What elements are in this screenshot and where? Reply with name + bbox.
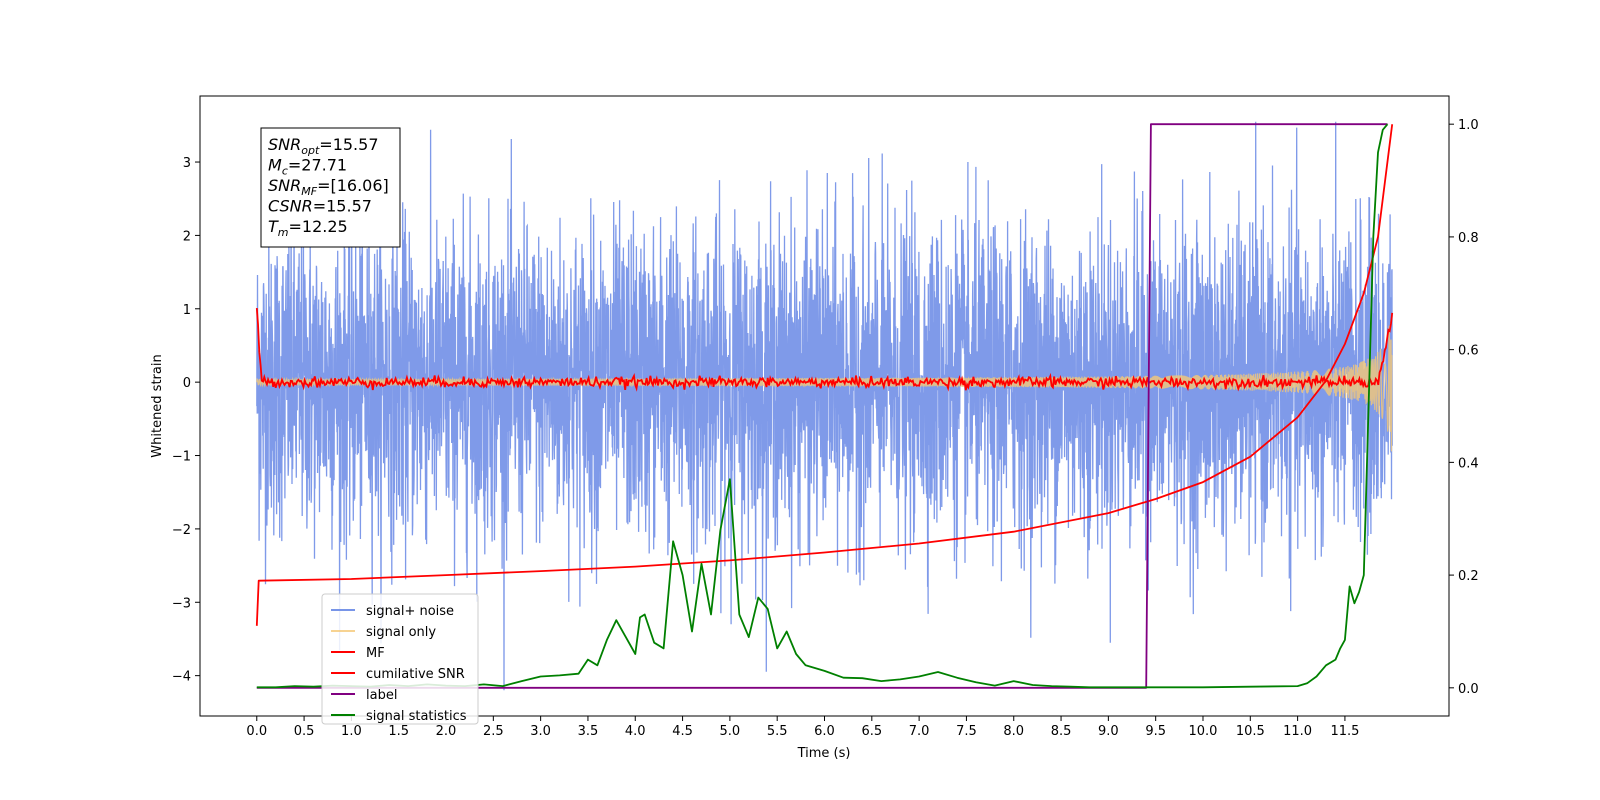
y-axis-label: Whitened strain [150, 354, 165, 457]
x-tick-label: 10.5 [1236, 724, 1265, 739]
legend-label: label [366, 688, 397, 703]
series-layer [255, 121, 1394, 691]
x-tick-label: 6.0 [814, 724, 835, 739]
legend: signal+ noise signal only MF cumilative SNR… [321, 593, 479, 725]
x-tick-label: 9.5 [1145, 724, 1166, 739]
annotation-line: CSNR=15.57 [268, 197, 372, 216]
x-tick-label: 2.0 [436, 724, 457, 739]
y-right-tick-label: 1.0 [1458, 118, 1479, 133]
series-cumilative-snr [255, 124, 1394, 626]
x-tick-label: 7.0 [909, 724, 930, 739]
ticks-layer: 0.0 0.5 1.0 1.5 2.0 2.5 3.0 3.5 4.0 4.5 5.0 5.5 6.0 6… [172, 118, 1479, 739]
annotation-frame [260, 127, 401, 248]
x-tick-label: 10.0 [1189, 724, 1218, 739]
y-right-tick-label: 0.6 [1458, 344, 1479, 359]
x-tick-label: 4.5 [672, 724, 693, 739]
legend-frame [321, 593, 479, 725]
x-tick-label: 11.0 [1283, 724, 1312, 739]
stats-annotation-box: SNRopt=15.57Mc=27.71SNRMF=[16.06]CSNR=15… [260, 127, 401, 248]
legend-label: MF [366, 646, 385, 661]
x-tick-label: 3.5 [578, 724, 599, 739]
x-tick-label: 0.0 [246, 724, 267, 739]
y-left-tick-label: −4 [172, 670, 191, 685]
x-tick-label: 9.0 [1098, 724, 1119, 739]
series-mf [255, 308, 1394, 392]
series-label [256, 123, 1388, 689]
x-tick-label: 7.5 [956, 724, 977, 739]
y-left-tick-label: −3 [172, 596, 191, 611]
y-right-tick-label: 0.0 [1458, 682, 1479, 697]
x-tick-label: 5.5 [767, 724, 788, 739]
y-left-tick-label: −2 [172, 523, 191, 538]
x-tick-label: 1.5 [388, 724, 409, 739]
x-tick-label: 3.0 [530, 724, 551, 739]
x-tick-label: 1.0 [341, 724, 362, 739]
x-tick-label: 8.0 [1003, 724, 1024, 739]
x-tick-label: 0.5 [294, 724, 315, 739]
legend-label: signal+ noise [366, 604, 454, 619]
legend-label: signal statistics [366, 709, 467, 724]
y-right-tick-label: 0.4 [1458, 456, 1479, 471]
x-tick-label: 6.5 [861, 724, 882, 739]
annotation-line: SNRMF=[16.06] [268, 176, 389, 198]
series-signal-statistics [256, 123, 1389, 689]
y-left-tick-label: 0 [183, 376, 191, 391]
x-tick-label: 5.0 [720, 724, 741, 739]
y-left-tick-label: 3 [183, 156, 191, 171]
x-axis-label: Time (s) [797, 746, 851, 761]
y-left-tick-label: 2 [183, 229, 191, 244]
legend-label: signal only [366, 625, 436, 640]
x-tick-label: 2.5 [483, 724, 504, 739]
y-right-tick-label: 0.2 [1458, 569, 1479, 584]
annotation-line: Mc=27.71 [268, 156, 347, 178]
annotation-line: Tm=12.25 [268, 217, 348, 239]
series-signal-noise [256, 121, 1393, 691]
y-left-tick-label: 1 [183, 303, 191, 318]
y-right-tick-label: 0.8 [1458, 231, 1479, 246]
x-tick-label: 4.0 [625, 724, 646, 739]
x-tick-label: 8.5 [1051, 724, 1072, 739]
x-tick-label: 11.5 [1330, 724, 1359, 739]
annotation-line: SNRopt=15.57 [268, 135, 379, 157]
y-left-tick-label: −1 [172, 450, 191, 465]
legend-label: cumilative SNR [366, 667, 465, 682]
